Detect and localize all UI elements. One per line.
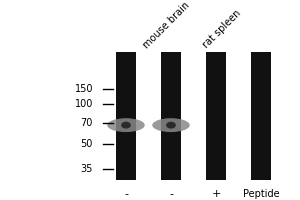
Bar xyxy=(206,52,226,180)
Ellipse shape xyxy=(152,118,190,132)
Text: 100: 100 xyxy=(75,99,93,109)
Text: Peptide: Peptide xyxy=(243,189,279,199)
Bar xyxy=(116,52,136,180)
Text: 50: 50 xyxy=(81,139,93,149)
Text: -: - xyxy=(169,189,173,199)
Bar xyxy=(251,52,271,180)
Text: -: - xyxy=(124,189,128,199)
Ellipse shape xyxy=(107,118,145,132)
Text: 150: 150 xyxy=(74,84,93,94)
Text: 35: 35 xyxy=(81,164,93,174)
Ellipse shape xyxy=(166,122,176,129)
Ellipse shape xyxy=(121,122,131,129)
Bar xyxy=(161,52,181,180)
Text: rat spleen: rat spleen xyxy=(201,8,243,50)
Text: +: + xyxy=(211,189,221,199)
Text: 70: 70 xyxy=(81,118,93,128)
Text: mouse brain: mouse brain xyxy=(141,0,192,50)
